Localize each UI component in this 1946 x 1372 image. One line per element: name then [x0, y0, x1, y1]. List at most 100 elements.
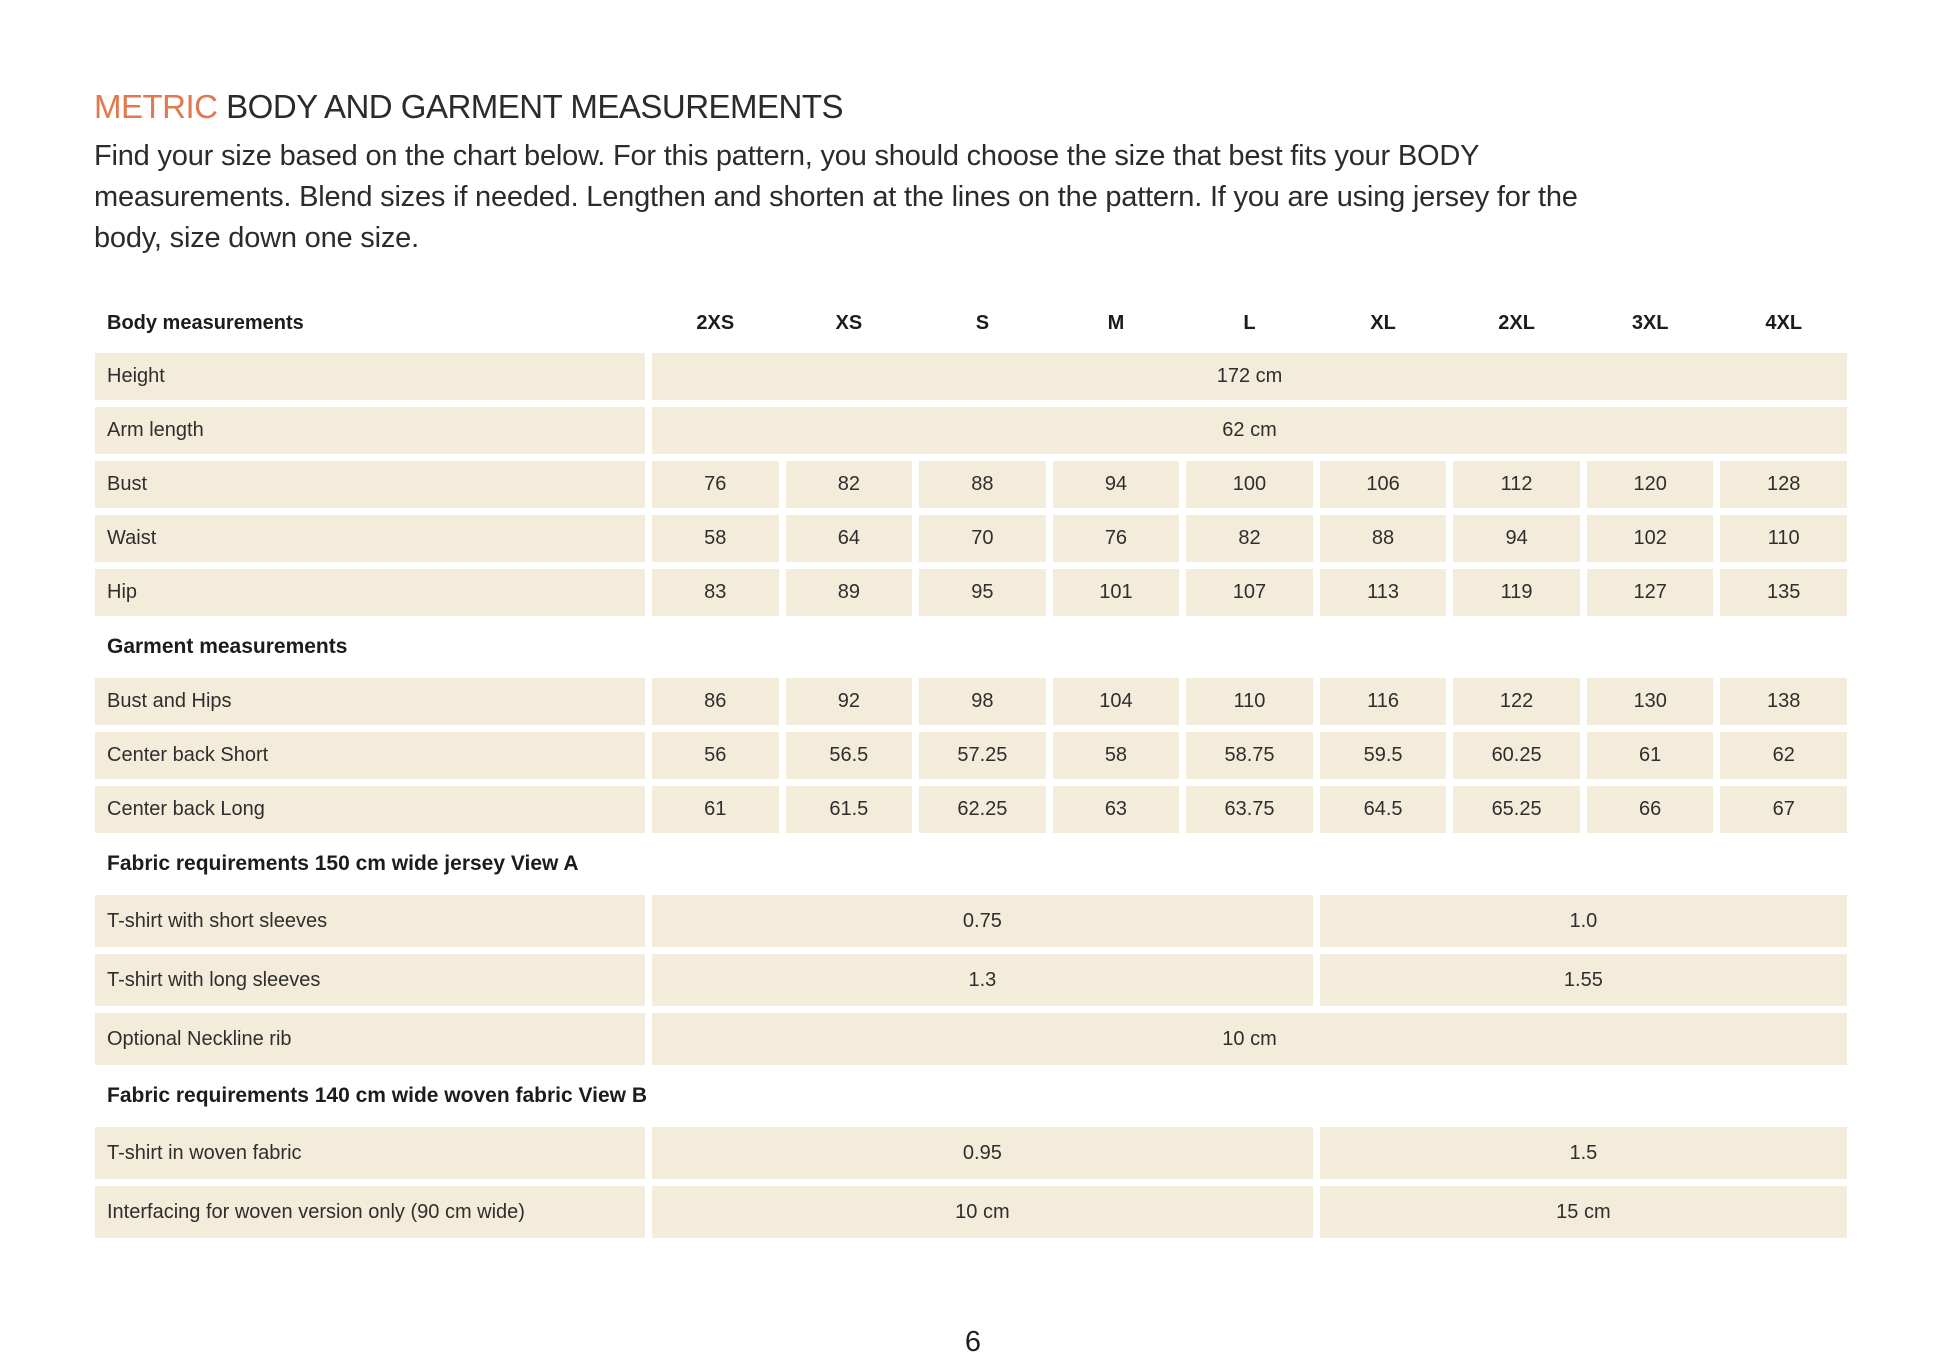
value-cell: 95 — [919, 569, 1046, 616]
garment-measurements-heading: Garment measurements — [95, 623, 1847, 671]
page-title: METRIC BODY AND GARMENT MEASUREMENTS — [0, 0, 1946, 126]
value-cell-span-left: 10 cm — [652, 1186, 1313, 1238]
row-label-interfacing: Interfacing for woven version only (90 c… — [95, 1186, 645, 1238]
intro-line: body, size down one size. — [94, 222, 419, 254]
value-cell: 58.75 — [1186, 732, 1313, 779]
row-label-height: Height — [95, 353, 645, 400]
size-column-header: L — [1243, 312, 1256, 334]
size-column-header: M — [1107, 312, 1125, 334]
value-cell: 130 — [1586, 678, 1714, 725]
neckline-rib-value-cell: 10 cm — [652, 1013, 1847, 1065]
value-cell: 110 — [1720, 515, 1847, 562]
row-label-neckline-rib: Optional Neckline rib — [95, 1013, 645, 1065]
value-cell: 61.5 — [785, 786, 913, 833]
row-label-tshirt-long-sleeves: T-shirt with long sleeves — [95, 954, 645, 1006]
value-cell: 122 — [1453, 678, 1580, 725]
value-cell: 104 — [1052, 678, 1180, 725]
value-cell: 63.75 — [1186, 786, 1313, 833]
value-cell-span-right: 1.55 — [1319, 954, 1847, 1006]
value-cell-span-left: 0.95 — [652, 1127, 1313, 1179]
value-cell: 102 — [1586, 515, 1714, 562]
value-cell: 94 — [1052, 461, 1180, 508]
value-cell: 112 — [1453, 461, 1580, 508]
value-cell: 135 — [1720, 569, 1847, 616]
title-rest: BODY AND GARMENT MEASUREMENTS — [217, 88, 844, 125]
size-column-header: XL — [1370, 312, 1396, 334]
row-label-tshirt-woven: T-shirt in woven fabric — [95, 1127, 645, 1179]
height-value-cell: 172 cm — [652, 353, 1847, 400]
row-label-waist: Waist — [95, 515, 645, 562]
value-cell: 67 — [1720, 786, 1847, 833]
arm-length-value-cell: 62 cm — [652, 407, 1847, 454]
value-cell: 127 — [1586, 569, 1714, 616]
value-cell: 62 — [1720, 732, 1847, 779]
value-cell-span-right: 1.5 — [1319, 1127, 1847, 1179]
value-cell: 76 — [1052, 515, 1180, 562]
intro-paragraph: Find your size based on the chart below.… — [94, 136, 1946, 259]
value-cell: 98 — [919, 678, 1046, 725]
value-cell: 92 — [785, 678, 913, 725]
value-cell: 76 — [652, 461, 779, 508]
value-cell: 60.25 — [1453, 732, 1580, 779]
value-cell: 57.25 — [919, 732, 1046, 779]
size-column-header: 2XL — [1498, 312, 1535, 334]
value-cell: 58 — [1052, 732, 1180, 779]
intro-line: Find your size based on the chart below.… — [94, 140, 1480, 172]
value-cell-span-right: 15 cm — [1319, 1186, 1847, 1238]
value-cell: 113 — [1319, 569, 1447, 616]
value-cell: 107 — [1186, 569, 1313, 616]
value-cell: 120 — [1586, 461, 1714, 508]
value-cell: 65.25 — [1453, 786, 1580, 833]
value-cell: 119 — [1453, 569, 1580, 616]
size-column-header: 4XL — [1765, 312, 1803, 334]
row-label-hip: Hip — [95, 569, 645, 616]
value-cell: 138 — [1720, 678, 1847, 725]
value-cell: 88 — [919, 461, 1046, 508]
row-label-center-back-long: Center back Long — [95, 786, 645, 833]
size-column-header: S — [975, 312, 990, 334]
value-cell: 56 — [652, 732, 779, 779]
value-cell: 82 — [1186, 515, 1313, 562]
value-cell: 128 — [1720, 461, 1847, 508]
value-cell: 89 — [785, 569, 913, 616]
value-cell: 100 — [1186, 461, 1313, 508]
value-cell: 63 — [1052, 786, 1180, 833]
value-cell: 61 — [652, 786, 779, 833]
value-cell: 56.5 — [785, 732, 913, 779]
value-cell-span-right: 1.0 — [1319, 895, 1847, 947]
value-cell: 61 — [1586, 732, 1714, 779]
size-column-header: 2XS — [696, 312, 735, 334]
row-label-bust: Bust — [95, 461, 645, 508]
measurement-table: Body measurements 2XS XS S M L XL 2XL 3X… — [95, 301, 1847, 1238]
row-label-bust-and-hips: Bust and Hips — [95, 678, 645, 725]
row-label-center-back-short: Center back Short — [95, 732, 645, 779]
value-cell: 64.5 — [1319, 786, 1447, 833]
value-cell: 66 — [1586, 786, 1714, 833]
intro-line: measurements. Blend sizes if needed. Len… — [94, 181, 1578, 213]
value-cell: 58 — [652, 515, 779, 562]
value-cell: 82 — [785, 461, 913, 508]
body-measurements-header: Body measurements — [107, 312, 304, 334]
value-cell: 101 — [1052, 569, 1180, 616]
value-cell: 70 — [919, 515, 1046, 562]
value-cell: 86 — [652, 678, 779, 725]
value-cell: 88 — [1319, 515, 1447, 562]
size-column-header: XS — [835, 312, 863, 334]
row-label-arm-length: Arm length — [95, 407, 645, 454]
value-cell-span-left: 1.3 — [652, 954, 1313, 1006]
size-column-header: 3XL — [1631, 312, 1669, 334]
value-cell: 59.5 — [1319, 732, 1447, 779]
value-cell: 106 — [1319, 461, 1447, 508]
value-cell: 94 — [1453, 515, 1580, 562]
value-cell-span-left: 0.75 — [652, 895, 1313, 947]
fabric-req-view-a-heading: Fabric requirements 150 cm wide jersey V… — [95, 840, 1847, 888]
value-cell: 83 — [652, 569, 779, 616]
value-cell: 64 — [785, 515, 913, 562]
row-label-tshirt-short-sleeves: T-shirt with short sleeves — [95, 895, 645, 947]
title-accent: METRIC — [94, 88, 218, 125]
value-cell: 62.25 — [919, 786, 1046, 833]
value-cell: 110 — [1186, 678, 1313, 725]
fabric-req-view-b-heading: Fabric requirements 140 cm wide woven fa… — [95, 1072, 1847, 1120]
value-cell: 116 — [1319, 678, 1447, 725]
